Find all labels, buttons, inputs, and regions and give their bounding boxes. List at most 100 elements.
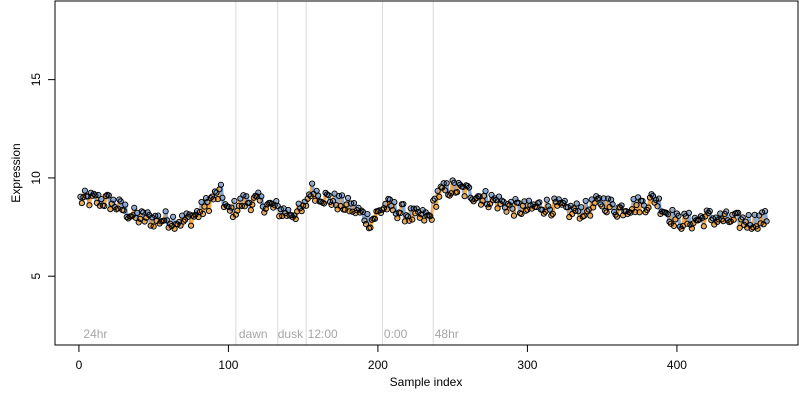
data-point — [264, 201, 271, 208]
data-point — [509, 205, 516, 212]
data-point — [401, 218, 408, 225]
data-point — [397, 210, 404, 217]
data-point — [428, 216, 435, 223]
data-point — [486, 200, 494, 207]
data-point — [101, 202, 108, 210]
data-point — [225, 203, 232, 210]
data-point — [543, 196, 550, 203]
data-point — [759, 209, 766, 216]
annotation-label: 12:00 — [308, 327, 338, 341]
data-point — [476, 193, 483, 200]
data-point — [150, 223, 157, 230]
data-point — [455, 179, 462, 187]
data-point — [338, 192, 346, 199]
data-point — [155, 212, 162, 219]
data-point — [430, 197, 437, 204]
data-point — [137, 215, 144, 222]
data-point — [454, 188, 461, 196]
data-point — [389, 207, 396, 214]
data-point — [231, 197, 238, 205]
data-point — [485, 204, 492, 211]
data-point — [78, 199, 86, 207]
data-point — [442, 187, 449, 194]
x-tick-label: 100 — [218, 358, 238, 372]
data-point — [102, 192, 109, 200]
data-point — [394, 215, 401, 222]
data-point — [147, 222, 154, 229]
data-point — [581, 212, 588, 219]
data-point — [175, 218, 183, 226]
data-point — [199, 210, 207, 217]
data-point — [614, 213, 621, 220]
data-point — [739, 214, 746, 221]
data-point — [201, 203, 208, 210]
data-point — [582, 197, 589, 205]
data-point — [205, 207, 213, 215]
data-point — [165, 224, 172, 231]
data-point — [646, 194, 654, 201]
data-point — [466, 184, 473, 191]
data-point — [291, 212, 298, 219]
data-point — [329, 198, 337, 205]
data-point — [123, 213, 130, 221]
data-point — [603, 209, 610, 216]
data-point — [578, 204, 585, 211]
data-point — [596, 195, 603, 202]
data-point — [602, 207, 609, 215]
data-point — [371, 215, 379, 222]
data-point — [238, 202, 245, 210]
data-point — [202, 195, 210, 202]
data-point — [675, 212, 682, 219]
data-point — [483, 201, 491, 208]
y-tick-label: 5 — [29, 273, 43, 280]
data-point — [440, 180, 447, 187]
series-segment — [310, 181, 316, 196]
data-point — [232, 211, 239, 218]
data-point — [391, 198, 398, 206]
data-point — [198, 198, 205, 206]
data-point — [506, 202, 513, 209]
data-point — [521, 198, 528, 205]
series-segment — [676, 214, 682, 229]
data-point — [325, 192, 332, 199]
x-axis: 0 100 200 300 400 — [76, 344, 687, 372]
data-point — [219, 194, 226, 201]
data-point — [751, 211, 758, 218]
data-point — [204, 198, 211, 205]
x-tick-label: 0 — [76, 358, 83, 372]
data-point — [131, 204, 138, 211]
data-point — [328, 201, 335, 208]
data-point — [498, 197, 506, 204]
data-point — [564, 204, 571, 211]
data-point — [256, 197, 263, 204]
series-segment — [763, 209, 769, 224]
reference-lines — [235, 1, 434, 345]
data-point — [600, 195, 607, 202]
data-point — [217, 181, 225, 188]
data-point — [633, 201, 640, 209]
data-point — [240, 192, 247, 199]
data-point — [684, 220, 691, 227]
data-point — [87, 189, 94, 196]
data-point — [723, 208, 730, 215]
data-point — [187, 222, 195, 229]
data-point — [84, 193, 91, 200]
data-point — [709, 215, 716, 222]
data-point — [283, 212, 290, 219]
data-point — [618, 202, 625, 209]
data-point — [149, 214, 156, 221]
data-point — [664, 211, 672, 218]
data-point — [350, 199, 358, 207]
data-point — [573, 200, 580, 207]
data-point — [170, 213, 177, 220]
data-point — [730, 216, 737, 223]
data-point — [347, 200, 355, 207]
data-point — [448, 190, 455, 197]
data-point — [80, 194, 87, 201]
x-tick-label: 300 — [517, 358, 537, 372]
data-point — [249, 201, 256, 208]
data-point — [358, 207, 365, 214]
data-point — [551, 195, 558, 202]
data-point — [193, 208, 201, 215]
